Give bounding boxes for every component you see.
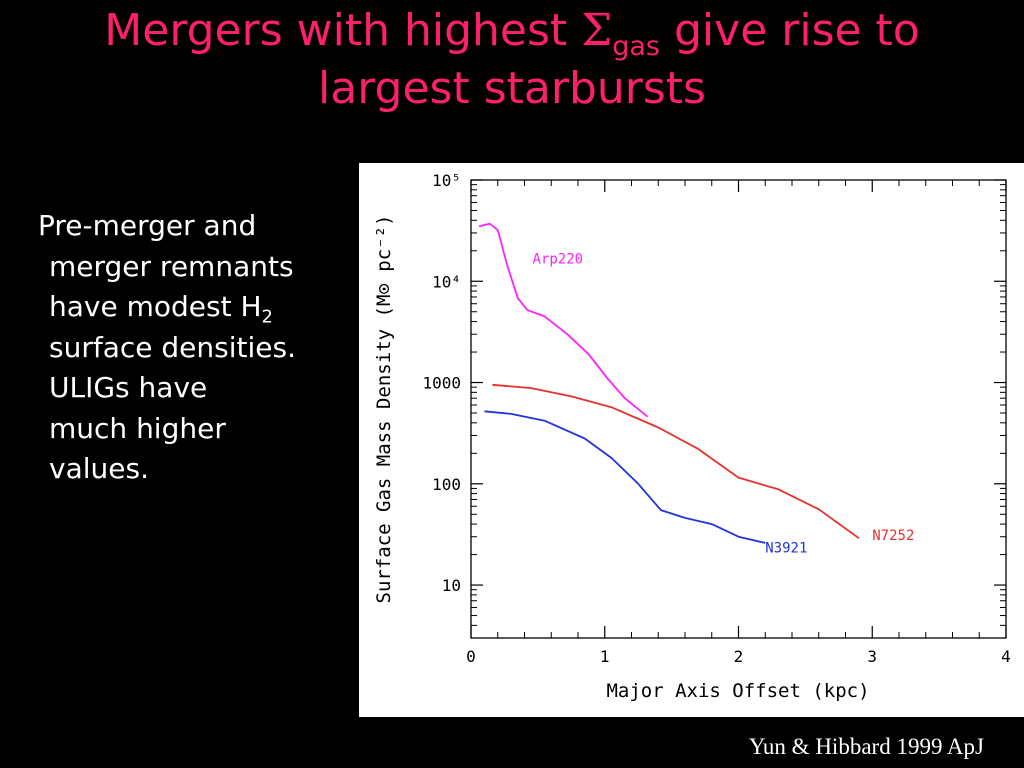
citation: Yun & Hibbard 1999 ApJ: [748, 734, 984, 759]
series-label-n7252: N7252: [872, 528, 914, 544]
title-subscript-gas: gas: [612, 30, 661, 62]
slide-title: Mergers with highest Σgas give rise to l…: [0, 2, 1024, 118]
body-text: Pre-merger and merger remnants have mode…: [38, 206, 338, 490]
chart-panel: 0 1 2 3 4 10 100 1000 10⁴ 10⁵ Arp220 N7252 N3921 Ma…: [359, 163, 1024, 717]
x-tick-label: 2: [734, 647, 744, 666]
axis-ticks: 0 1 2 3 4 10 100 1000 10⁴ 10⁵: [422, 171, 1010, 666]
series-line-arp220: [478, 222, 649, 418]
title-line-2: largest starbursts: [318, 63, 706, 114]
body-line-3-text: have modest H: [49, 290, 262, 323]
body-line-2: merger remnants: [49, 249, 294, 283]
title-text-after: give rise to: [660, 5, 920, 56]
gas-density-chart: 0 1 2 3 4 10 100 1000 10⁴ 10⁵ Arp220 N7252 N3921 Ma…: [373, 171, 1011, 702]
y-tick-label: 10: [442, 576, 461, 595]
body-line-6: much higher: [49, 411, 226, 445]
x-tick-label: 1: [600, 647, 610, 666]
series-labels: Arp220 N7252 N3921: [533, 251, 915, 556]
series-line-n7252: [492, 383, 860, 539]
series-label-arp220: Arp220: [533, 251, 584, 267]
h2-subscript: 2: [261, 306, 273, 328]
body-line-4: surface densities.: [49, 330, 296, 364]
y-tick-label: 10⁵: [432, 171, 461, 190]
x-tick-label: 4: [1001, 647, 1011, 666]
title-text-before: Mergers with highest: [104, 5, 582, 56]
y-tick-label: 1000: [422, 374, 461, 393]
body-line-5: ULIGs have: [49, 371, 208, 404]
series-lines: [478, 222, 860, 544]
sigma-symbol: Σ: [581, 5, 613, 56]
y-tick-label: 10⁴: [432, 272, 461, 291]
body-line-3: have modest H2: [38, 287, 338, 328]
body-line-1: Pre-merger and: [38, 209, 257, 242]
plot-frame: [470, 179, 1007, 639]
body-line-7: values.: [49, 452, 149, 485]
series-line-n3921: [484, 410, 766, 544]
x-tick-label: 3: [867, 647, 877, 666]
x-tick-label: 0: [466, 647, 476, 666]
series-label-n3921: N3921: [765, 540, 807, 556]
y-tick-label: 100: [432, 475, 461, 494]
y-axis-label: Surface Gas Mass Density (M⊙ pc⁻²): [373, 215, 395, 604]
x-axis-label: Major Axis Offset (kpc): [606, 680, 869, 702]
